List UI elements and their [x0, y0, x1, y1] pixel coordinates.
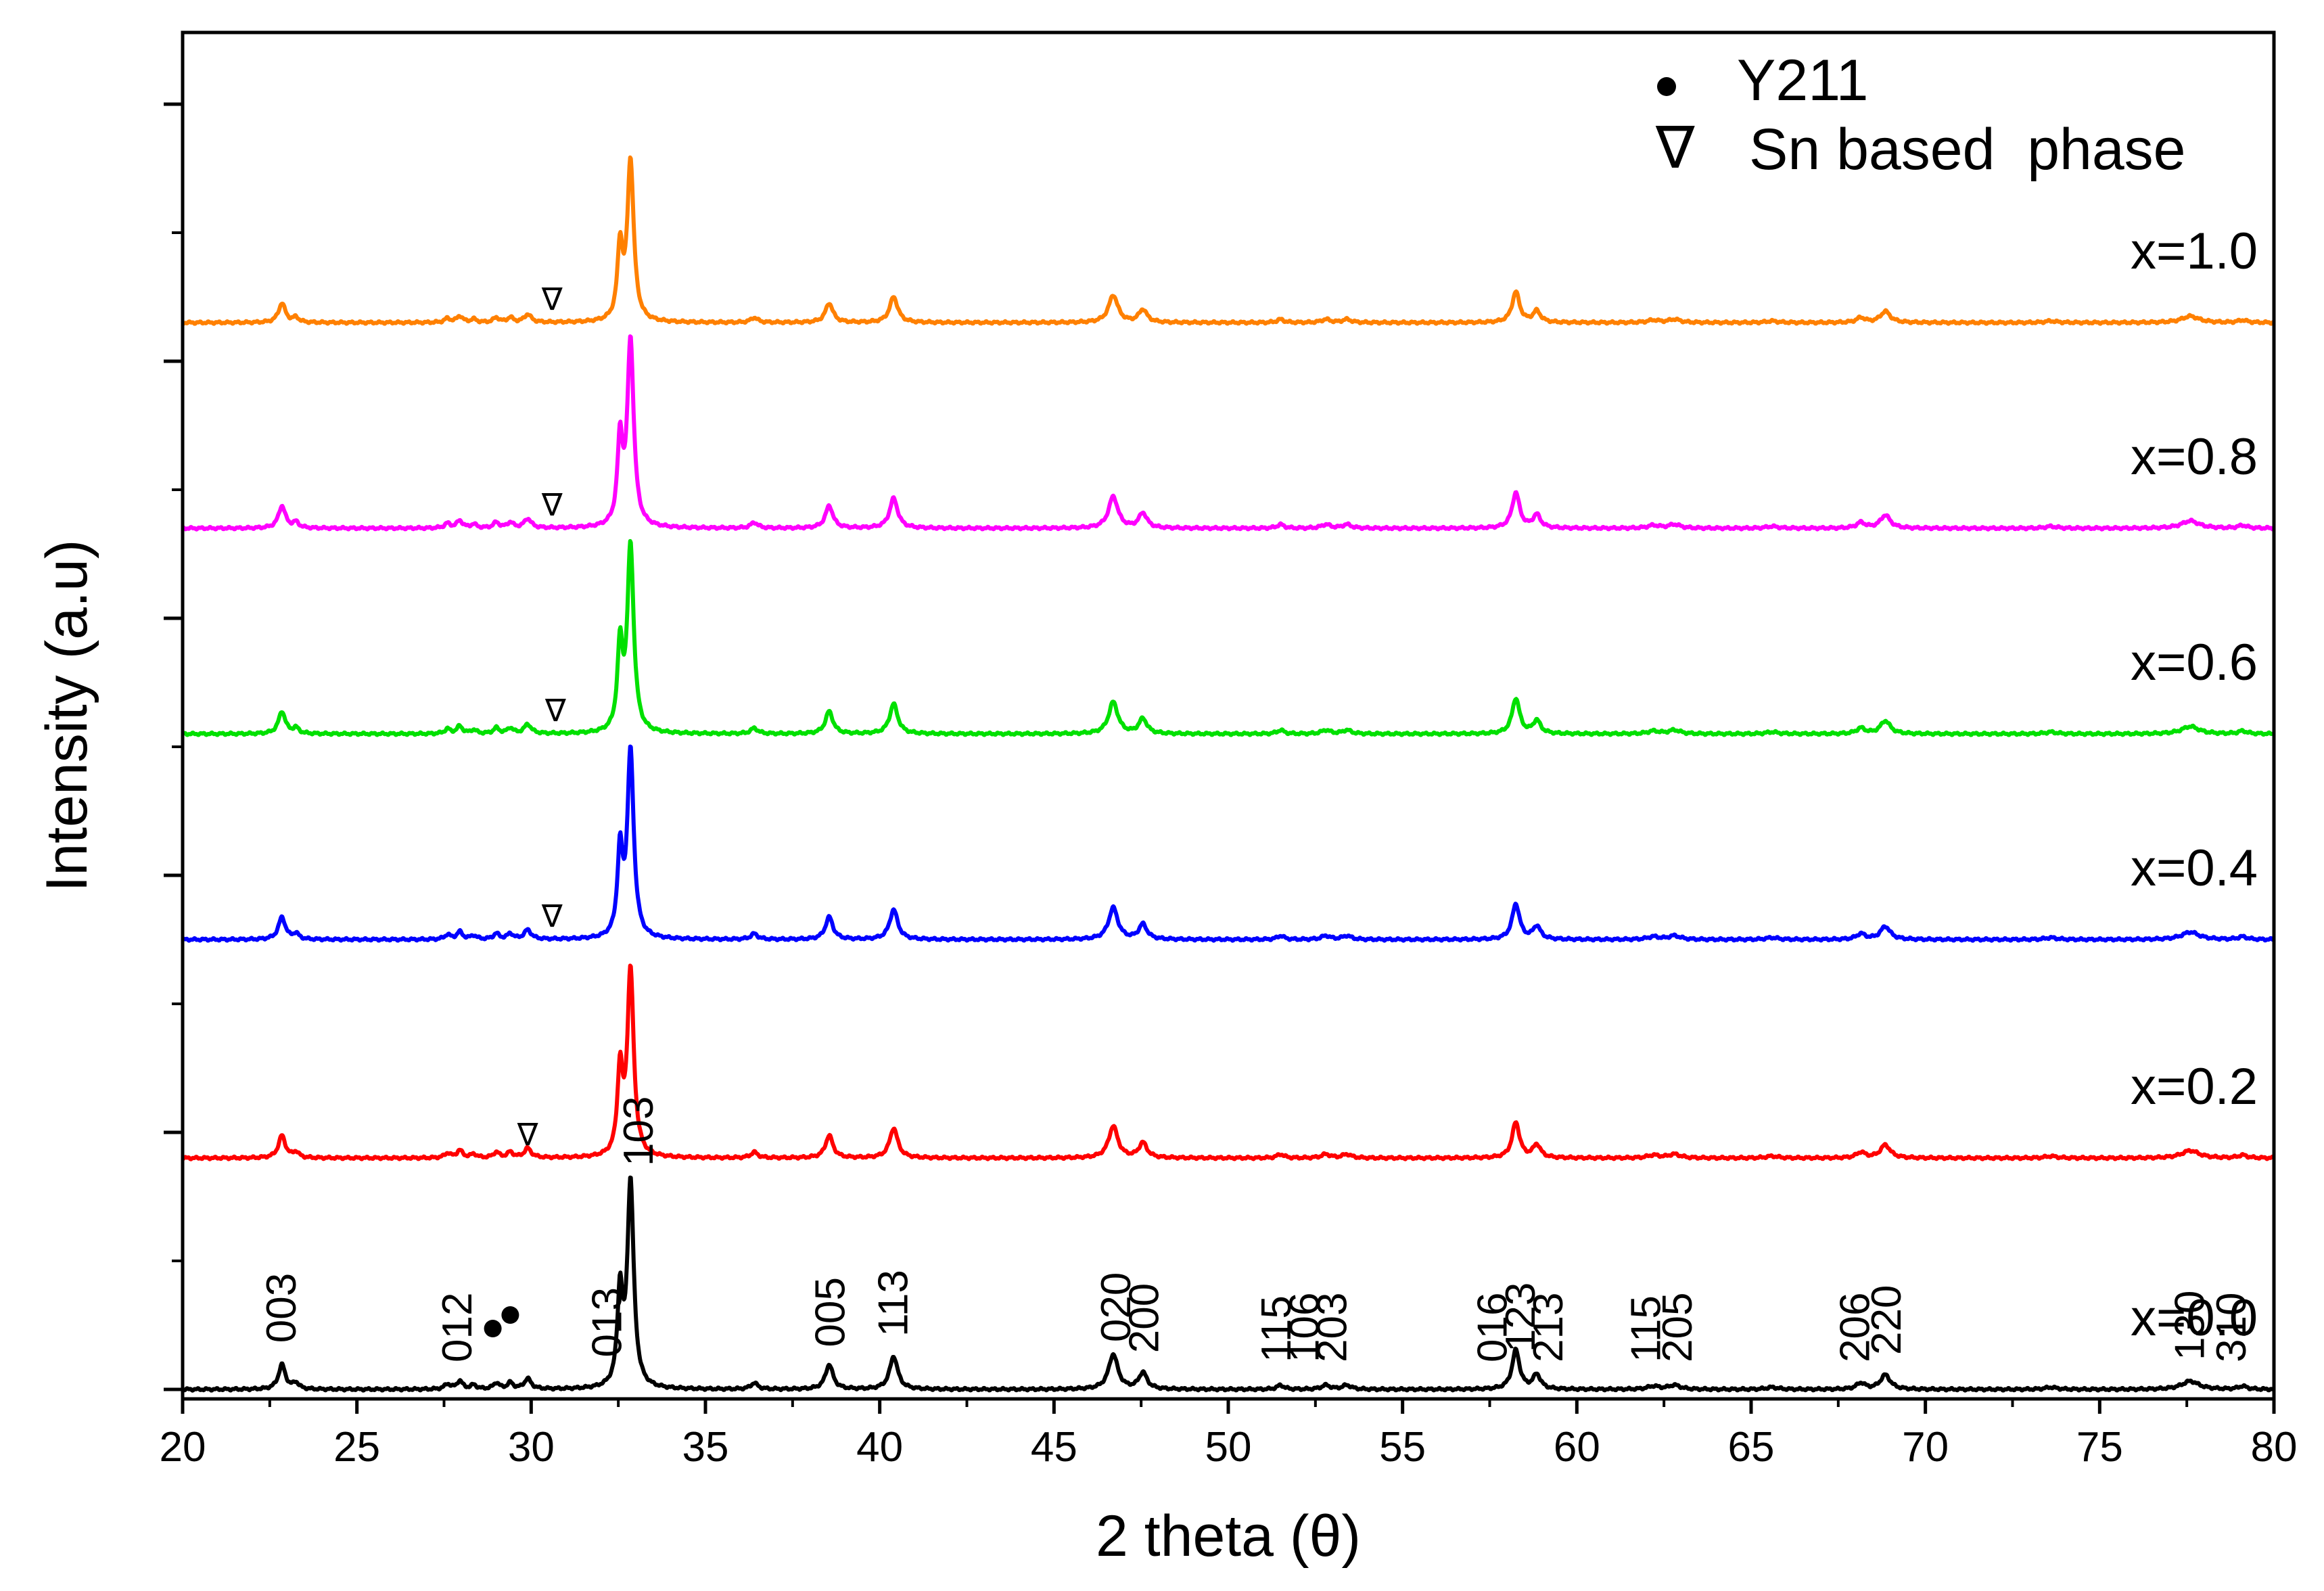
sample-label-group: x=0.0 x=0.2 x=0.4 x=0.6 x=0.8 x=1.0	[2131, 223, 2258, 1347]
hkl-label-310: 310	[2208, 1293, 2255, 1362]
legend-sn-label: Sn based phase	[1749, 117, 2186, 182]
x-axis-title: 2 theta (θ)	[1096, 1504, 1361, 1569]
x-tick-label-35: 35	[682, 1424, 729, 1471]
hkl-label-205: 205	[1654, 1293, 1701, 1362]
sn-phase-marker-icon: ∇	[517, 1117, 538, 1152]
x-tick-label-45: 45	[1031, 1424, 1077, 1471]
hkl-label-106: 106	[1281, 1293, 1328, 1362]
series-line-x-0-2	[181, 963, 2276, 1161]
x-tick-label-60: 60	[1554, 1424, 1600, 1471]
legend-y211-dot-icon	[1657, 77, 1676, 96]
y211-marker-icon	[501, 1306, 519, 1324]
x-tick-label-25: 25	[333, 1424, 380, 1471]
hkl-label-012: 012	[434, 1293, 481, 1362]
hkl-label-115: 115	[1623, 1295, 1669, 1362]
sample-label-x-0-6: x=0.6	[2131, 634, 2258, 691]
series-line-x-0-0	[181, 1175, 2275, 1393]
marker-group: ∇ ∇ ∇ ∇ ∇	[484, 281, 566, 1337]
legend-sn-triangle-icon: ∇	[1655, 116, 1695, 181]
x-tick-label-50: 50	[1205, 1424, 1252, 1471]
sample-label-x-0-2: x=0.2	[2131, 1058, 2258, 1115]
hkl-label-115: 115	[1253, 1295, 1300, 1362]
series-line-x-0-8	[181, 334, 2276, 532]
hkl-label-005: 005	[808, 1277, 854, 1347]
hkl-label-013: 013	[584, 1287, 631, 1357]
x-tick-label-55: 55	[1379, 1424, 1426, 1471]
series-line-x-0-4	[181, 744, 2275, 943]
sn-phase-marker-icon: ∇	[541, 898, 563, 933]
sn-phase-marker-icon: ∇	[541, 281, 563, 317]
hkl-label-003: 003	[258, 1273, 305, 1343]
hkl-label-206: 206	[1832, 1293, 1879, 1362]
y-axis-title: Intensity (a.u)	[34, 540, 99, 892]
legend: Y211 ∇ Sn based phase	[1655, 48, 2186, 182]
hkl-label-113: 113	[870, 1270, 916, 1337]
hkl-label-020: 020	[1093, 1272, 1140, 1342]
series-group	[181, 155, 2276, 1393]
hkl-label-103: 103	[615, 1097, 662, 1166]
sample-label-x-0-0: x=0.0	[2131, 1289, 2258, 1347]
sample-label-x-1-0: x=1.0	[2131, 223, 2258, 280]
hkl-label-203: 203	[1309, 1293, 1356, 1362]
sample-label-x-0-8: x=0.8	[2131, 428, 2258, 486]
series-line-x-0-6	[181, 538, 2276, 737]
sn-phase-marker-icon: ∇	[544, 693, 566, 728]
hkl-label-200: 200	[1121, 1283, 1167, 1353]
hkl-label-016: 016	[1470, 1293, 1516, 1362]
x-tick-label-65: 65	[1728, 1424, 1775, 1471]
x-tick-label-20: 20	[160, 1424, 206, 1471]
x-tick-label-70: 70	[1902, 1424, 1949, 1471]
y-tick-group	[164, 102, 183, 1391]
hkl-label-123: 123	[1497, 1283, 1544, 1352]
series-line-x-1-0	[181, 155, 2275, 326]
sample-label-x-0-4: x=0.4	[2131, 839, 2258, 897]
hkl-label-213: 213	[1525, 1293, 1572, 1362]
x-tick-label-75: 75	[2076, 1424, 2123, 1471]
x-tick-group: 20 25 30 35 40 45 50 55 60 65 70 75 80	[160, 1399, 2298, 1471]
x-tick-label-40: 40	[856, 1424, 903, 1471]
legend-y211-label: Y211	[1737, 48, 1868, 113]
y211-marker-icon	[484, 1320, 502, 1337]
sn-phase-marker-icon: ∇	[541, 487, 563, 522]
x-tick-label-30: 30	[508, 1424, 555, 1471]
hkl-label-130: 130	[2166, 1291, 2213, 1360]
hkl-label-220: 220	[1863, 1285, 1910, 1355]
x-tick-label-80: 80	[2251, 1424, 2298, 1471]
